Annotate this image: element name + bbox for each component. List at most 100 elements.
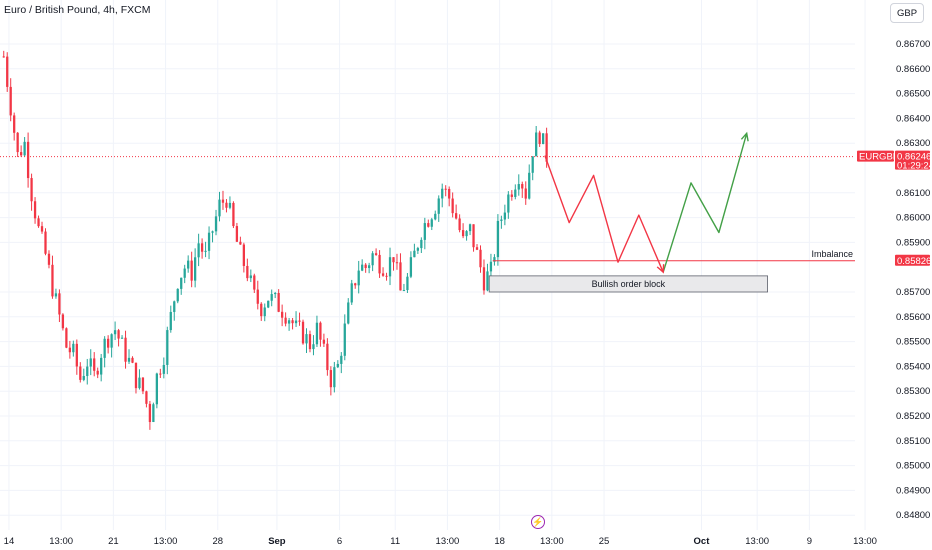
order-block-box[interactable] bbox=[488, 275, 769, 293]
candle-body bbox=[468, 224, 472, 232]
y-tick-label: 0.85300 bbox=[896, 386, 930, 397]
candle-body bbox=[166, 330, 169, 365]
candle-body bbox=[2, 56, 5, 58]
candle-body bbox=[287, 320, 291, 324]
candle-body bbox=[416, 248, 419, 251]
imbalance-price-badge bbox=[895, 254, 930, 266]
candle-body bbox=[124, 337, 127, 362]
y-tick-label: 0.86700 bbox=[896, 39, 930, 50]
candle-body bbox=[319, 322, 322, 340]
candle-body bbox=[72, 343, 75, 353]
current-price-symbol-badge bbox=[857, 150, 894, 162]
candle-body bbox=[472, 224, 475, 248]
candle-body bbox=[33, 201, 37, 219]
candle-body bbox=[528, 172, 531, 199]
candle-body bbox=[475, 247, 479, 250]
candle-body bbox=[218, 199, 221, 217]
candle-body bbox=[524, 188, 527, 199]
flash-icon[interactable]: ⚡ bbox=[531, 515, 545, 529]
candle-body bbox=[148, 403, 152, 423]
candle-body bbox=[138, 377, 141, 389]
candle-body bbox=[267, 300, 270, 308]
candle-body bbox=[274, 292, 277, 295]
candle-body bbox=[500, 219, 503, 221]
current-price-symbol: EURGBP bbox=[859, 152, 899, 163]
candle-body bbox=[13, 115, 16, 133]
candle-body bbox=[187, 260, 190, 269]
x-tick-label: 6 bbox=[337, 536, 342, 547]
candle-body bbox=[455, 213, 458, 219]
candle-body bbox=[141, 377, 145, 392]
candle-body bbox=[336, 363, 339, 368]
x-tick-label: 13:00 bbox=[436, 536, 460, 547]
candle-body bbox=[538, 132, 541, 145]
imbalance-label: Imbalance bbox=[811, 249, 853, 259]
candle-body bbox=[75, 343, 78, 367]
candle-body bbox=[162, 364, 165, 374]
candle-body bbox=[395, 262, 399, 264]
currency-button[interactable]: GBP bbox=[890, 3, 924, 23]
candle-body bbox=[23, 141, 26, 156]
candle-body bbox=[16, 132, 19, 153]
y-tick-label: 0.86000 bbox=[896, 213, 930, 224]
candle-body bbox=[507, 194, 510, 213]
candle-body bbox=[413, 250, 416, 258]
candle-body bbox=[322, 339, 326, 344]
candle-body bbox=[131, 357, 134, 363]
candle-body bbox=[521, 184, 524, 189]
candle-body bbox=[235, 226, 239, 242]
candle-body bbox=[406, 276, 409, 291]
candle-body bbox=[461, 230, 465, 237]
candle-body bbox=[242, 244, 245, 266]
candle-body bbox=[531, 156, 534, 173]
candle-body bbox=[214, 216, 218, 232]
candle-body bbox=[298, 320, 301, 322]
candle-body bbox=[30, 178, 33, 202]
y-tick-label: 0.85600 bbox=[896, 312, 930, 323]
candle-body bbox=[514, 189, 517, 197]
candle-body bbox=[451, 198, 454, 214]
candle-body bbox=[329, 370, 332, 388]
candle-body bbox=[399, 262, 402, 291]
candle-body bbox=[145, 391, 148, 404]
candle-body bbox=[51, 264, 54, 297]
candle-body bbox=[107, 338, 110, 348]
candle-body bbox=[357, 270, 360, 286]
candle-body bbox=[40, 226, 44, 232]
candle-body bbox=[9, 86, 12, 116]
y-tick-label: 0.85400 bbox=[896, 361, 930, 372]
candle-body bbox=[58, 293, 61, 315]
candle-body bbox=[117, 330, 120, 339]
candle-body bbox=[482, 267, 486, 291]
y-tick-label: 0.86600 bbox=[896, 64, 930, 75]
candle-body bbox=[277, 292, 280, 312]
candle-body bbox=[402, 290, 406, 292]
candle-body bbox=[420, 239, 423, 249]
imbalance-price-value: 0.85826 bbox=[897, 256, 931, 267]
candle-body bbox=[430, 219, 433, 227]
candle-body bbox=[232, 202, 235, 227]
candle-body bbox=[427, 223, 430, 227]
candle-body bbox=[385, 275, 388, 277]
candle-body bbox=[256, 289, 259, 304]
candle-body bbox=[364, 264, 367, 269]
candle-body bbox=[281, 311, 284, 318]
candle-body bbox=[79, 366, 82, 380]
y-tick-label: 0.86100 bbox=[896, 188, 930, 199]
x-tick-label: Oct bbox=[694, 536, 711, 547]
candle-body bbox=[517, 184, 520, 190]
candle-body bbox=[542, 133, 545, 145]
candle-body bbox=[503, 212, 506, 220]
candle-body bbox=[448, 188, 451, 199]
candle-body bbox=[96, 370, 99, 375]
candle-body bbox=[190, 260, 193, 281]
x-tick-label: 11 bbox=[390, 536, 400, 547]
candle-body bbox=[173, 301, 176, 312]
candle-body bbox=[134, 362, 138, 389]
candle-body bbox=[61, 314, 65, 329]
candle-body bbox=[486, 271, 489, 291]
x-tick-label: 9 bbox=[807, 536, 812, 547]
candle-body bbox=[200, 243, 204, 252]
candle-body bbox=[113, 330, 117, 335]
